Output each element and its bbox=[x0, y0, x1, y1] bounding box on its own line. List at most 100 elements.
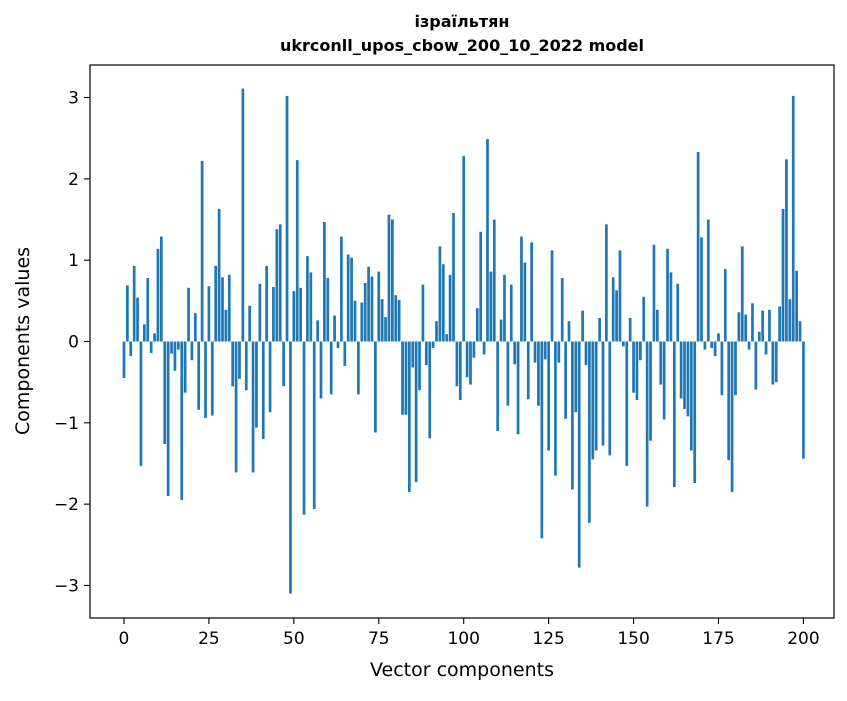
bar-59 bbox=[323, 221, 326, 342]
bar-91 bbox=[431, 341, 435, 349]
bar-62 bbox=[333, 315, 336, 342]
bar-117 bbox=[520, 236, 523, 342]
bar-136 bbox=[584, 341, 588, 366]
bar-149 bbox=[628, 317, 632, 342]
bar-68 bbox=[353, 300, 357, 342]
y-tick-label-2: −1 bbox=[54, 414, 79, 434]
bar-82 bbox=[401, 341, 404, 415]
bar-56 bbox=[312, 341, 316, 510]
bar-118 bbox=[523, 262, 527, 342]
bar-43 bbox=[268, 341, 272, 413]
bar-33 bbox=[234, 341, 238, 473]
bar-54 bbox=[306, 256, 309, 342]
bar-10 bbox=[156, 248, 160, 342]
bar-143 bbox=[608, 341, 612, 456]
bar-124 bbox=[543, 341, 547, 360]
bar-132 bbox=[571, 341, 574, 490]
bar-113 bbox=[506, 341, 510, 406]
bar-111 bbox=[499, 319, 503, 342]
bar-129 bbox=[560, 278, 564, 342]
bar-127 bbox=[554, 341, 557, 476]
bar-126 bbox=[550, 250, 554, 342]
bar-28 bbox=[217, 208, 221, 342]
bar-8 bbox=[149, 341, 153, 353]
x-tick-label-1: 25 bbox=[198, 629, 220, 649]
bar-116 bbox=[516, 341, 520, 435]
bar-102 bbox=[469, 341, 472, 385]
bar-53 bbox=[302, 341, 306, 515]
bar-16 bbox=[176, 341, 180, 350]
bar-107 bbox=[486, 139, 489, 342]
bar-66 bbox=[346, 254, 350, 342]
bar-15 bbox=[173, 341, 177, 371]
bar-172 bbox=[706, 219, 710, 342]
bar-168 bbox=[693, 341, 697, 483]
bar-11 bbox=[159, 236, 163, 342]
bar-44 bbox=[272, 287, 275, 342]
bar-162 bbox=[672, 341, 676, 488]
bar-39 bbox=[255, 341, 258, 428]
bar-92 bbox=[435, 321, 438, 342]
bar-163 bbox=[676, 283, 680, 342]
bar-101 bbox=[465, 341, 469, 378]
x-tick-label-8: 200 bbox=[787, 629, 819, 649]
x-tick-label-5: 125 bbox=[532, 629, 564, 649]
bar-112 bbox=[503, 274, 506, 342]
bar-61 bbox=[329, 341, 333, 395]
bar-6 bbox=[143, 324, 146, 342]
bar-157 bbox=[655, 309, 659, 342]
bar-108 bbox=[489, 271, 493, 342]
bar-23 bbox=[200, 160, 204, 342]
bar-31 bbox=[227, 274, 231, 342]
bar-35 bbox=[241, 88, 245, 342]
bar-40 bbox=[258, 283, 262, 342]
bar-139 bbox=[594, 341, 598, 451]
x-tick-label-7: 175 bbox=[702, 629, 734, 649]
bar-105 bbox=[479, 231, 483, 342]
bar-198 bbox=[795, 270, 798, 342]
bar-170 bbox=[700, 237, 703, 342]
bar-151 bbox=[635, 341, 639, 401]
bar-45 bbox=[275, 229, 279, 342]
bar-52 bbox=[299, 287, 302, 342]
bar-184 bbox=[747, 341, 751, 350]
bar-57 bbox=[316, 320, 319, 342]
x-tick-label-0: 0 bbox=[119, 629, 130, 649]
bar-188 bbox=[761, 310, 765, 342]
bar-192 bbox=[774, 341, 778, 383]
bar-81 bbox=[397, 300, 401, 342]
bar-176 bbox=[720, 341, 724, 396]
x-tick-label-4: 100 bbox=[447, 629, 479, 649]
bar-90 bbox=[428, 341, 432, 439]
y-tick-label-3: 0 bbox=[68, 333, 79, 353]
bar-55 bbox=[309, 272, 313, 342]
bar-140 bbox=[598, 317, 601, 342]
bar-161 bbox=[669, 272, 673, 342]
bar-153 bbox=[642, 296, 646, 342]
bar-85 bbox=[411, 341, 415, 368]
bar-164 bbox=[679, 341, 683, 399]
bar-80 bbox=[394, 295, 398, 342]
bar-14 bbox=[170, 341, 173, 354]
bar-42 bbox=[265, 265, 269, 342]
bar-160 bbox=[666, 248, 669, 342]
bar-171 bbox=[703, 341, 707, 350]
bar-131 bbox=[567, 321, 571, 342]
bar-93 bbox=[438, 246, 442, 342]
bar-2 bbox=[129, 341, 133, 357]
bar-135 bbox=[581, 310, 584, 342]
bar-177 bbox=[723, 269, 727, 342]
bar-166 bbox=[686, 341, 690, 417]
bar-96 bbox=[448, 274, 452, 342]
bar-70 bbox=[360, 302, 364, 342]
bar-36 bbox=[244, 341, 248, 391]
bar-51 bbox=[295, 160, 299, 342]
x-axis-ticks: 0 25 50 75 100 125 150 175 200 bbox=[119, 618, 820, 649]
plot-area-frame bbox=[89, 64, 835, 619]
bar-12 bbox=[163, 341, 167, 444]
bar-156 bbox=[652, 244, 656, 342]
y-tick-label-0: −3 bbox=[54, 576, 79, 596]
bar-133 bbox=[574, 341, 578, 413]
bar-0 bbox=[122, 341, 126, 379]
